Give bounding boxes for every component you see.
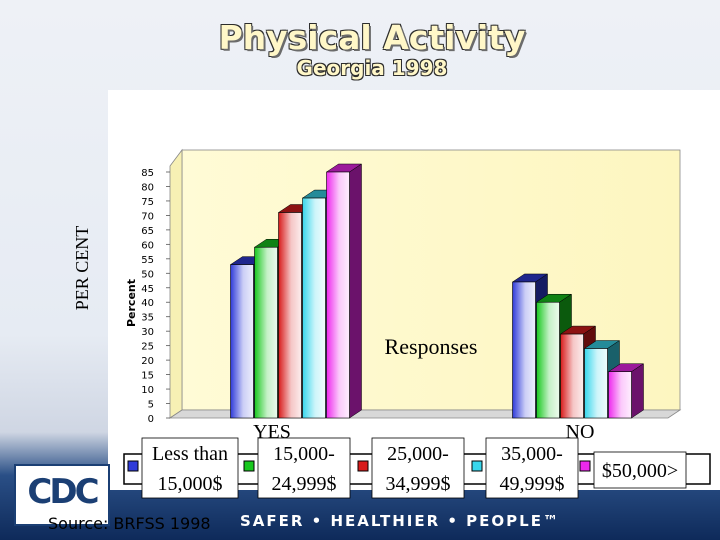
legend-swatch [127, 460, 139, 472]
legend-label-box [257, 437, 351, 499]
slide-title: Physical Activity [218, 18, 526, 57]
bar [560, 333, 584, 419]
bar [326, 171, 350, 419]
legend-label-box [593, 451, 687, 489]
bar [278, 212, 302, 419]
bar [512, 281, 536, 419]
legend-label: 15,000- [273, 443, 335, 465]
tagline: SAFER • HEALTHIER • PEOPLE™ [240, 512, 560, 530]
y-axis-label-inner: Percent [125, 279, 138, 327]
y-tick-label: 55 [141, 255, 154, 266]
y-tick-label: 15 [141, 371, 154, 382]
legend-swatch [357, 460, 369, 472]
legend-label: 24,999$ [272, 473, 337, 495]
legend-label: Less than [152, 443, 228, 465]
x-tick-label: YES [253, 421, 291, 443]
legend-label-box [371, 437, 465, 499]
y-tick-label: 35 [141, 313, 154, 324]
bar [584, 348, 608, 419]
legend-label-box [485, 437, 579, 499]
bar [302, 197, 326, 419]
y-tick-label: 80 [141, 182, 154, 193]
bar [230, 264, 254, 419]
legend-label: 15,000$ [158, 473, 223, 495]
legend-label: 35,000- [501, 443, 563, 465]
y-tick-label: 65 [141, 226, 154, 237]
x-axis-label: Responses [385, 334, 478, 359]
y-tick-label: 85 [141, 168, 154, 179]
legend-swatch [243, 460, 255, 472]
bar-side [631, 363, 644, 419]
y-tick-label: 40 [141, 298, 154, 309]
legend-label: 34,999$ [386, 473, 451, 495]
y-tick-label: 60 [141, 240, 154, 251]
legend-swatch [471, 460, 483, 472]
y-tick-label: 75 [141, 197, 154, 208]
legend-label: 25,000- [387, 443, 449, 465]
cdc-logo-text: CDC [27, 472, 99, 512]
y-tick-label: 20 [141, 356, 154, 367]
slide-subtitle: Georgia 1998 [296, 56, 448, 80]
y-tick-label: 50 [141, 269, 154, 280]
y-axis-label: PER CENT [72, 225, 92, 311]
y-tick-label: 10 [141, 385, 154, 396]
y-tick-label: 25 [141, 342, 154, 353]
bar [536, 301, 560, 419]
y-tick-label: 45 [141, 284, 154, 295]
x-tick-label: NO [566, 421, 595, 443]
bar [608, 371, 632, 419]
legend-label: $50,000> [602, 460, 678, 482]
y-tick-label: 0 [148, 414, 154, 425]
bar-side [349, 163, 362, 419]
legend-label-box [141, 437, 239, 499]
legend-label: 49,999$ [500, 473, 565, 495]
y-tick-label: 30 [141, 327, 154, 338]
cdc-logo: CDC [14, 464, 110, 526]
y-tick-label: 5 [148, 400, 154, 411]
chart-side-wall [169, 148, 183, 419]
source-note: Source: BRFSS 1998 [48, 514, 211, 533]
y-tick-label: 70 [141, 211, 154, 222]
legend-swatch [579, 460, 591, 472]
bar [254, 246, 278, 419]
